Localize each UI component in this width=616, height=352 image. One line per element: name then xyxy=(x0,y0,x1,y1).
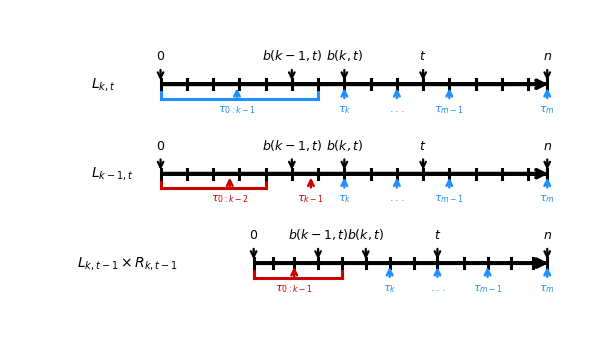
Text: $\tau_k$: $\tau_k$ xyxy=(338,194,351,205)
Text: $\tau_m$: $\tau_m$ xyxy=(540,104,555,116)
Text: $\tau_{m-1}$: $\tau_{m-1}$ xyxy=(434,194,464,205)
Text: $t$: $t$ xyxy=(434,229,441,242)
Text: $b(k,t)$: $b(k,t)$ xyxy=(326,48,363,63)
Text: $b(k-1,t)$: $b(k-1,t)$ xyxy=(288,227,348,242)
Text: $\tau_{0:k-2}$: $\tau_{0:k-2}$ xyxy=(211,194,248,205)
Text: $L_{k,t-1} \times R_{k,t-1}$: $L_{k,t-1} \times R_{k,t-1}$ xyxy=(77,254,178,272)
Text: $b(k,t)$: $b(k,t)$ xyxy=(347,227,384,242)
Text: $n$: $n$ xyxy=(543,229,552,242)
Text: $0$: $0$ xyxy=(249,229,258,242)
Text: $...$: $...$ xyxy=(389,194,405,203)
Text: $\tau_{m-1}$: $\tau_{m-1}$ xyxy=(472,283,503,295)
Text: $L_{k-1,t}$: $L_{k-1,t}$ xyxy=(91,165,134,182)
Text: $n$: $n$ xyxy=(543,140,552,153)
Text: $\tau_{0:k-1}$: $\tau_{0:k-1}$ xyxy=(218,104,256,116)
Text: $0$: $0$ xyxy=(156,140,165,153)
Text: $b(k-1,t)$: $b(k-1,t)$ xyxy=(262,48,322,63)
Text: $L_{k,t}$: $L_{k,t}$ xyxy=(91,76,116,93)
Text: $...$: $...$ xyxy=(429,283,445,293)
Text: $b(k,t)$: $b(k,t)$ xyxy=(326,138,363,153)
Text: $\tau_{k-1}$: $\tau_{k-1}$ xyxy=(298,194,325,205)
Text: $\tau_{0:k-1}$: $\tau_{0:k-1}$ xyxy=(275,283,313,295)
Text: $\tau_m$: $\tau_m$ xyxy=(540,283,555,295)
Text: $\tau_m$: $\tau_m$ xyxy=(540,194,555,205)
Text: $t$: $t$ xyxy=(419,50,427,63)
Text: $...$: $...$ xyxy=(389,104,405,114)
Text: $b(k-1,t)$: $b(k-1,t)$ xyxy=(262,138,322,153)
Text: $n$: $n$ xyxy=(543,50,552,63)
Text: $\tau_k$: $\tau_k$ xyxy=(383,283,397,295)
Text: $\tau_k$: $\tau_k$ xyxy=(338,104,351,116)
Text: $0$: $0$ xyxy=(156,50,165,63)
Text: $\tau_{m-1}$: $\tau_{m-1}$ xyxy=(434,104,464,116)
Text: $t$: $t$ xyxy=(419,140,427,153)
